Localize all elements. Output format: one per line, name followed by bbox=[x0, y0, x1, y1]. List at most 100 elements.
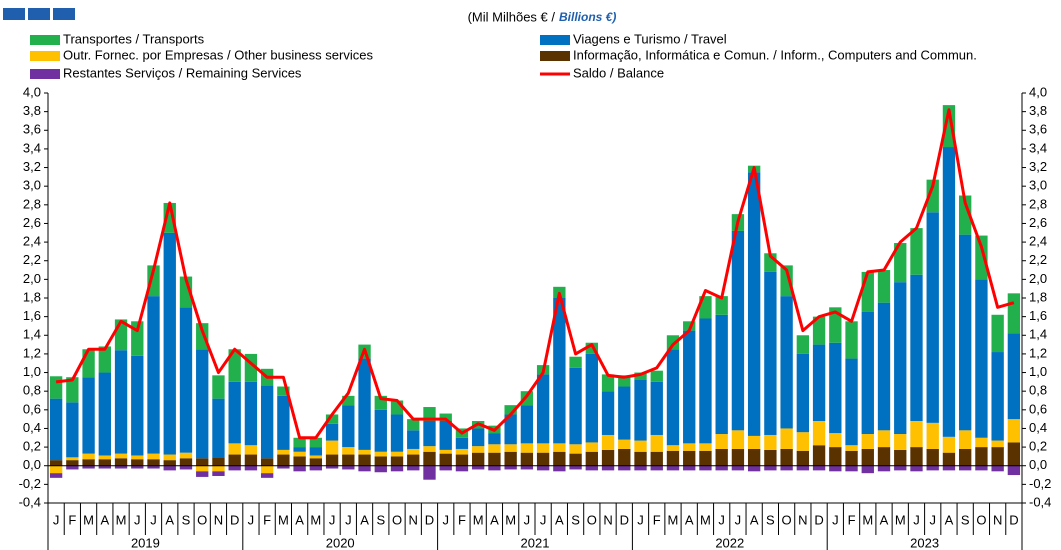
bar-segment bbox=[504, 465, 517, 470]
bar-segment bbox=[293, 465, 306, 472]
bar-segment bbox=[650, 465, 663, 471]
bar-segment bbox=[877, 270, 891, 303]
legend-swatch bbox=[30, 35, 60, 45]
bar-segment bbox=[228, 349, 241, 382]
x-tick-label: D bbox=[230, 512, 239, 527]
bar-segment bbox=[666, 450, 680, 466]
x-tick-label: M bbox=[83, 512, 94, 527]
bar-segment bbox=[975, 465, 988, 471]
bar-segment bbox=[569, 367, 582, 445]
bar-segment bbox=[131, 355, 144, 456]
bar-segment bbox=[309, 447, 323, 456]
x-tick-label: M bbox=[895, 512, 906, 527]
bar-segment bbox=[764, 465, 777, 471]
bar-segment bbox=[877, 447, 891, 466]
bar-segment bbox=[553, 298, 566, 444]
x-tick-label: A bbox=[945, 512, 954, 527]
bar-segment bbox=[131, 455, 144, 460]
y-tick-label: 3,6 bbox=[23, 122, 41, 137]
bar-segment bbox=[309, 437, 323, 448]
bar-segment bbox=[520, 452, 534, 466]
y2-tick-label: 1,4 bbox=[1029, 327, 1047, 342]
logo-block bbox=[53, 8, 75, 20]
bar-segment bbox=[472, 465, 485, 470]
year-label: 2020 bbox=[326, 535, 355, 550]
x-tick-label: M bbox=[862, 512, 873, 527]
y2-tick-label: 3,0 bbox=[1029, 178, 1047, 193]
bar-segment bbox=[569, 453, 582, 466]
bar-segment bbox=[942, 452, 956, 466]
bar-segment bbox=[49, 465, 63, 474]
bar-segment bbox=[407, 448, 420, 455]
bar-segment bbox=[504, 451, 517, 466]
bar-segment bbox=[764, 449, 777, 466]
x-tick-label: D bbox=[814, 512, 823, 527]
x-tick-label: A bbox=[165, 512, 174, 527]
bar-segment bbox=[812, 465, 826, 471]
bar-segment bbox=[959, 234, 972, 431]
bar-segment bbox=[747, 435, 761, 449]
bar-segment bbox=[553, 451, 566, 466]
legend-swatch bbox=[30, 51, 60, 61]
x-tick-label: J bbox=[248, 512, 255, 527]
bar-segment bbox=[959, 195, 972, 235]
bar-segment bbox=[715, 296, 728, 315]
x-tick-label: O bbox=[976, 512, 986, 527]
bar-segment bbox=[553, 465, 566, 472]
bar-segment bbox=[212, 465, 225, 472]
x-tick-label: F bbox=[458, 512, 466, 527]
bar-segment bbox=[585, 442, 598, 452]
bar-segment bbox=[423, 446, 436, 452]
bar-segment bbox=[82, 349, 95, 378]
y2-tick-label: 3,6 bbox=[1029, 122, 1047, 137]
x-tick-label: A bbox=[360, 512, 369, 527]
bar-segment bbox=[455, 437, 469, 449]
y2-tick-label: 0,2 bbox=[1029, 439, 1047, 454]
year-label: 2023 bbox=[910, 535, 939, 550]
x-tick-label: D bbox=[425, 512, 434, 527]
y2-tick-label: -0,2 bbox=[1029, 476, 1051, 491]
bar-segment bbox=[455, 465, 469, 472]
bar-segment bbox=[861, 271, 874, 312]
bar-segment bbox=[293, 456, 306, 466]
bar-segment bbox=[147, 296, 160, 454]
y-tick-label: 1,8 bbox=[23, 289, 41, 304]
bar-segment bbox=[325, 414, 339, 424]
bar-segment bbox=[666, 335, 680, 350]
bar-segment bbox=[98, 455, 111, 460]
bar-segment bbox=[699, 443, 712, 451]
bar-segment bbox=[780, 428, 793, 449]
bar-segment bbox=[942, 147, 956, 437]
y-tick-label: 0,4 bbox=[23, 420, 41, 435]
bar-segment bbox=[1007, 465, 1021, 476]
x-tick-label: A bbox=[100, 512, 109, 527]
y2-tick-label: 1,8 bbox=[1029, 289, 1047, 304]
bar-segment bbox=[553, 443, 566, 452]
bar-segment bbox=[455, 448, 469, 455]
bar-segment bbox=[747, 172, 761, 436]
bar-segment bbox=[959, 448, 972, 466]
bar-segment bbox=[975, 279, 988, 438]
y-tick-label: 3,2 bbox=[23, 159, 41, 174]
x-tick-label: N bbox=[603, 512, 612, 527]
bar-segment bbox=[666, 465, 680, 471]
bar-segment bbox=[666, 349, 680, 446]
bar-segment bbox=[212, 457, 225, 466]
bar-segment bbox=[504, 405, 517, 415]
y-tick-label: 3,4 bbox=[23, 140, 41, 155]
y2-tick-label: 2,4 bbox=[1029, 234, 1047, 249]
logo-block bbox=[28, 8, 50, 20]
bar-segment bbox=[374, 451, 387, 457]
bar-segment bbox=[569, 356, 582, 368]
bar-segment bbox=[342, 465, 355, 470]
bar-segment bbox=[683, 443, 696, 451]
bar-segment bbox=[147, 265, 160, 297]
y2-tick-label: 3,4 bbox=[1029, 140, 1047, 155]
y-tick-label: 0,0 bbox=[23, 457, 41, 472]
x-tick-label: N bbox=[993, 512, 1002, 527]
bar-segment bbox=[618, 439, 631, 449]
bar-segment bbox=[439, 465, 452, 471]
y-tick-label: 2,8 bbox=[23, 196, 41, 211]
bar-segment bbox=[49, 473, 63, 478]
